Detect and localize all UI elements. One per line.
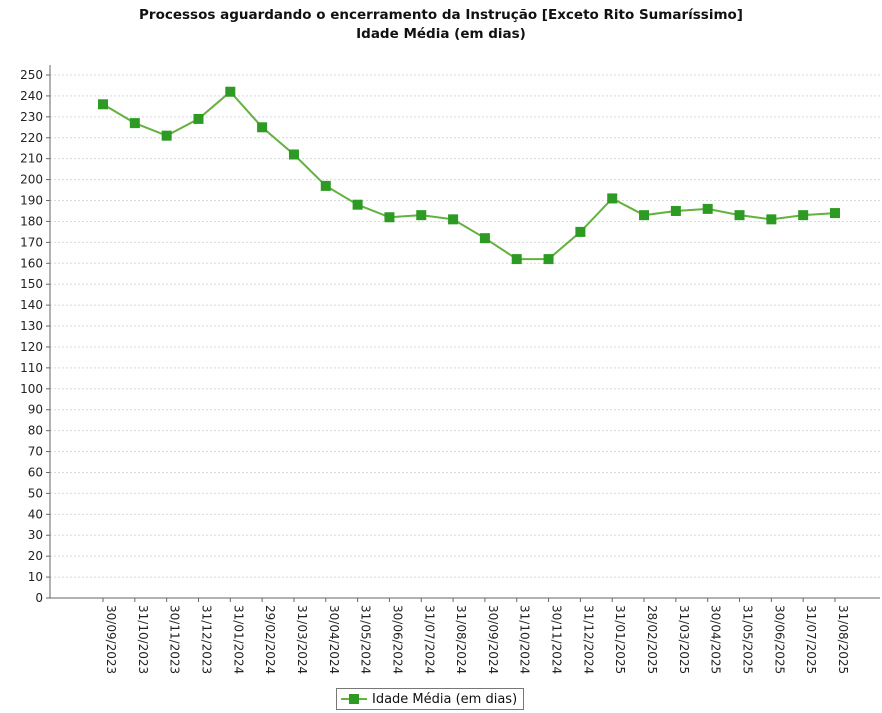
x-tick-label: 31/10/2023	[136, 605, 150, 674]
data-point	[320, 180, 331, 191]
y-tick-label: 100	[20, 382, 43, 396]
data-point	[129, 118, 140, 129]
x-tick-label: 31/08/2025	[836, 605, 850, 674]
data-point	[98, 99, 108, 110]
line-chart: 0 10 20 30 40 50 60 70 80 90 100 110 120 130 140 150 160…	[20, 65, 880, 674]
x-tick-label: 30/06/2025	[772, 605, 786, 674]
legend: Idade Média (em dias)	[336, 688, 525, 710]
data-point	[766, 214, 777, 225]
y-tick-label: 90	[28, 403, 43, 417]
data-point	[352, 199, 363, 210]
y-tick-label: 110	[20, 361, 43, 375]
data-point	[479, 233, 490, 244]
x-tick-label: 31/03/2024	[295, 605, 309, 674]
data-point	[448, 214, 459, 225]
y-tick-label: 150	[20, 277, 43, 291]
y-tick-label: 190	[20, 194, 43, 208]
legend-swatch-icon	[341, 693, 367, 705]
x-tick-label: 30/11/2024	[550, 605, 564, 674]
y-tick-label: 200	[20, 173, 43, 187]
y-tick-label: 20	[28, 549, 43, 563]
y-tick-label: 40	[28, 507, 43, 521]
x-tick-label: 31/01/2025	[613, 605, 627, 674]
x-tick-label: 30/09/2023	[104, 605, 118, 674]
x-tick-label: 28/02/2025	[645, 605, 659, 674]
chart-title: Processos aguardando o encerramento da I…	[139, 7, 743, 23]
y-tick-label: 0	[35, 591, 43, 605]
y-tick-label: 140	[20, 298, 43, 312]
y-tick-label: 30	[28, 528, 43, 542]
x-tick-label: 30/06/2024	[390, 605, 404, 674]
chart-subtitle: Idade Média (em dias)	[356, 26, 526, 42]
data-point	[830, 208, 840, 219]
y-tick-label: 160	[20, 256, 43, 270]
data-point	[798, 210, 809, 221]
data-point	[416, 210, 427, 221]
x-tick-label: 31/05/2025	[741, 605, 755, 674]
data-point	[161, 130, 172, 141]
x-tick-label: 30/11/2023	[168, 605, 182, 674]
x-tick-label: 29/02/2024	[263, 605, 277, 674]
x-tick-label: 31/05/2024	[359, 605, 373, 674]
x-tick-label: 31/07/2024	[422, 605, 436, 674]
grid-lines	[50, 74, 880, 578]
y-tick-label: 230	[20, 110, 43, 124]
x-tick-label: 30/04/2025	[709, 605, 723, 674]
y-tick-label: 120	[20, 340, 43, 354]
y-tick-label: 180	[20, 214, 43, 228]
x-tick-label: 31/07/2025	[804, 605, 818, 674]
data-point	[575, 226, 586, 237]
x-tick-label: 30/09/2024	[486, 605, 500, 674]
x-tick-label: 31/12/2024	[581, 605, 595, 674]
chart-title-block: Processos aguardando o encerramento da I…	[0, 6, 882, 44]
data-point	[225, 86, 236, 97]
data-point	[543, 254, 554, 265]
y-tick-label: 70	[28, 445, 43, 459]
x-tick-label: 31/10/2024	[518, 605, 532, 674]
legend-label: Idade Média (em dias)	[372, 691, 518, 707]
x-tick-label: 31/03/2025	[677, 605, 691, 674]
y-tick-label: 240	[20, 89, 43, 103]
x-axis-ticks: 30/09/2023 31/10/2023 30/11/2023 31/12/2023…	[102, 598, 850, 674]
data-point	[193, 113, 204, 124]
data-point	[639, 210, 650, 221]
y-axis-ticks: 0 10 20 30 40 50 60 70 80 90 100 110 120 130 140 150 160…	[20, 68, 50, 605]
y-tick-label: 210	[20, 152, 43, 166]
y-tick-label: 10	[28, 570, 43, 584]
data-point	[670, 205, 681, 216]
data-point	[257, 122, 268, 133]
series-group	[98, 86, 840, 265]
x-tick-label: 31/08/2024	[454, 605, 468, 674]
y-tick-label: 50	[28, 486, 43, 500]
y-tick-label: 80	[28, 424, 43, 438]
y-tick-label: 250	[20, 68, 43, 82]
y-tick-label: 220	[20, 131, 43, 145]
x-tick-label: 30/04/2024	[327, 605, 341, 674]
y-tick-label: 170	[20, 235, 43, 249]
y-tick-label: 130	[20, 319, 43, 333]
data-point	[702, 203, 713, 214]
data-point	[734, 210, 745, 221]
data-point	[288, 149, 299, 160]
y-tick-label: 60	[28, 465, 43, 479]
data-point	[384, 212, 395, 223]
x-tick-label: 31/12/2023	[199, 605, 213, 674]
data-point	[511, 254, 522, 265]
x-tick-label: 31/01/2024	[231, 605, 245, 674]
series-line	[102, 90, 836, 261]
data-point	[607, 193, 618, 204]
